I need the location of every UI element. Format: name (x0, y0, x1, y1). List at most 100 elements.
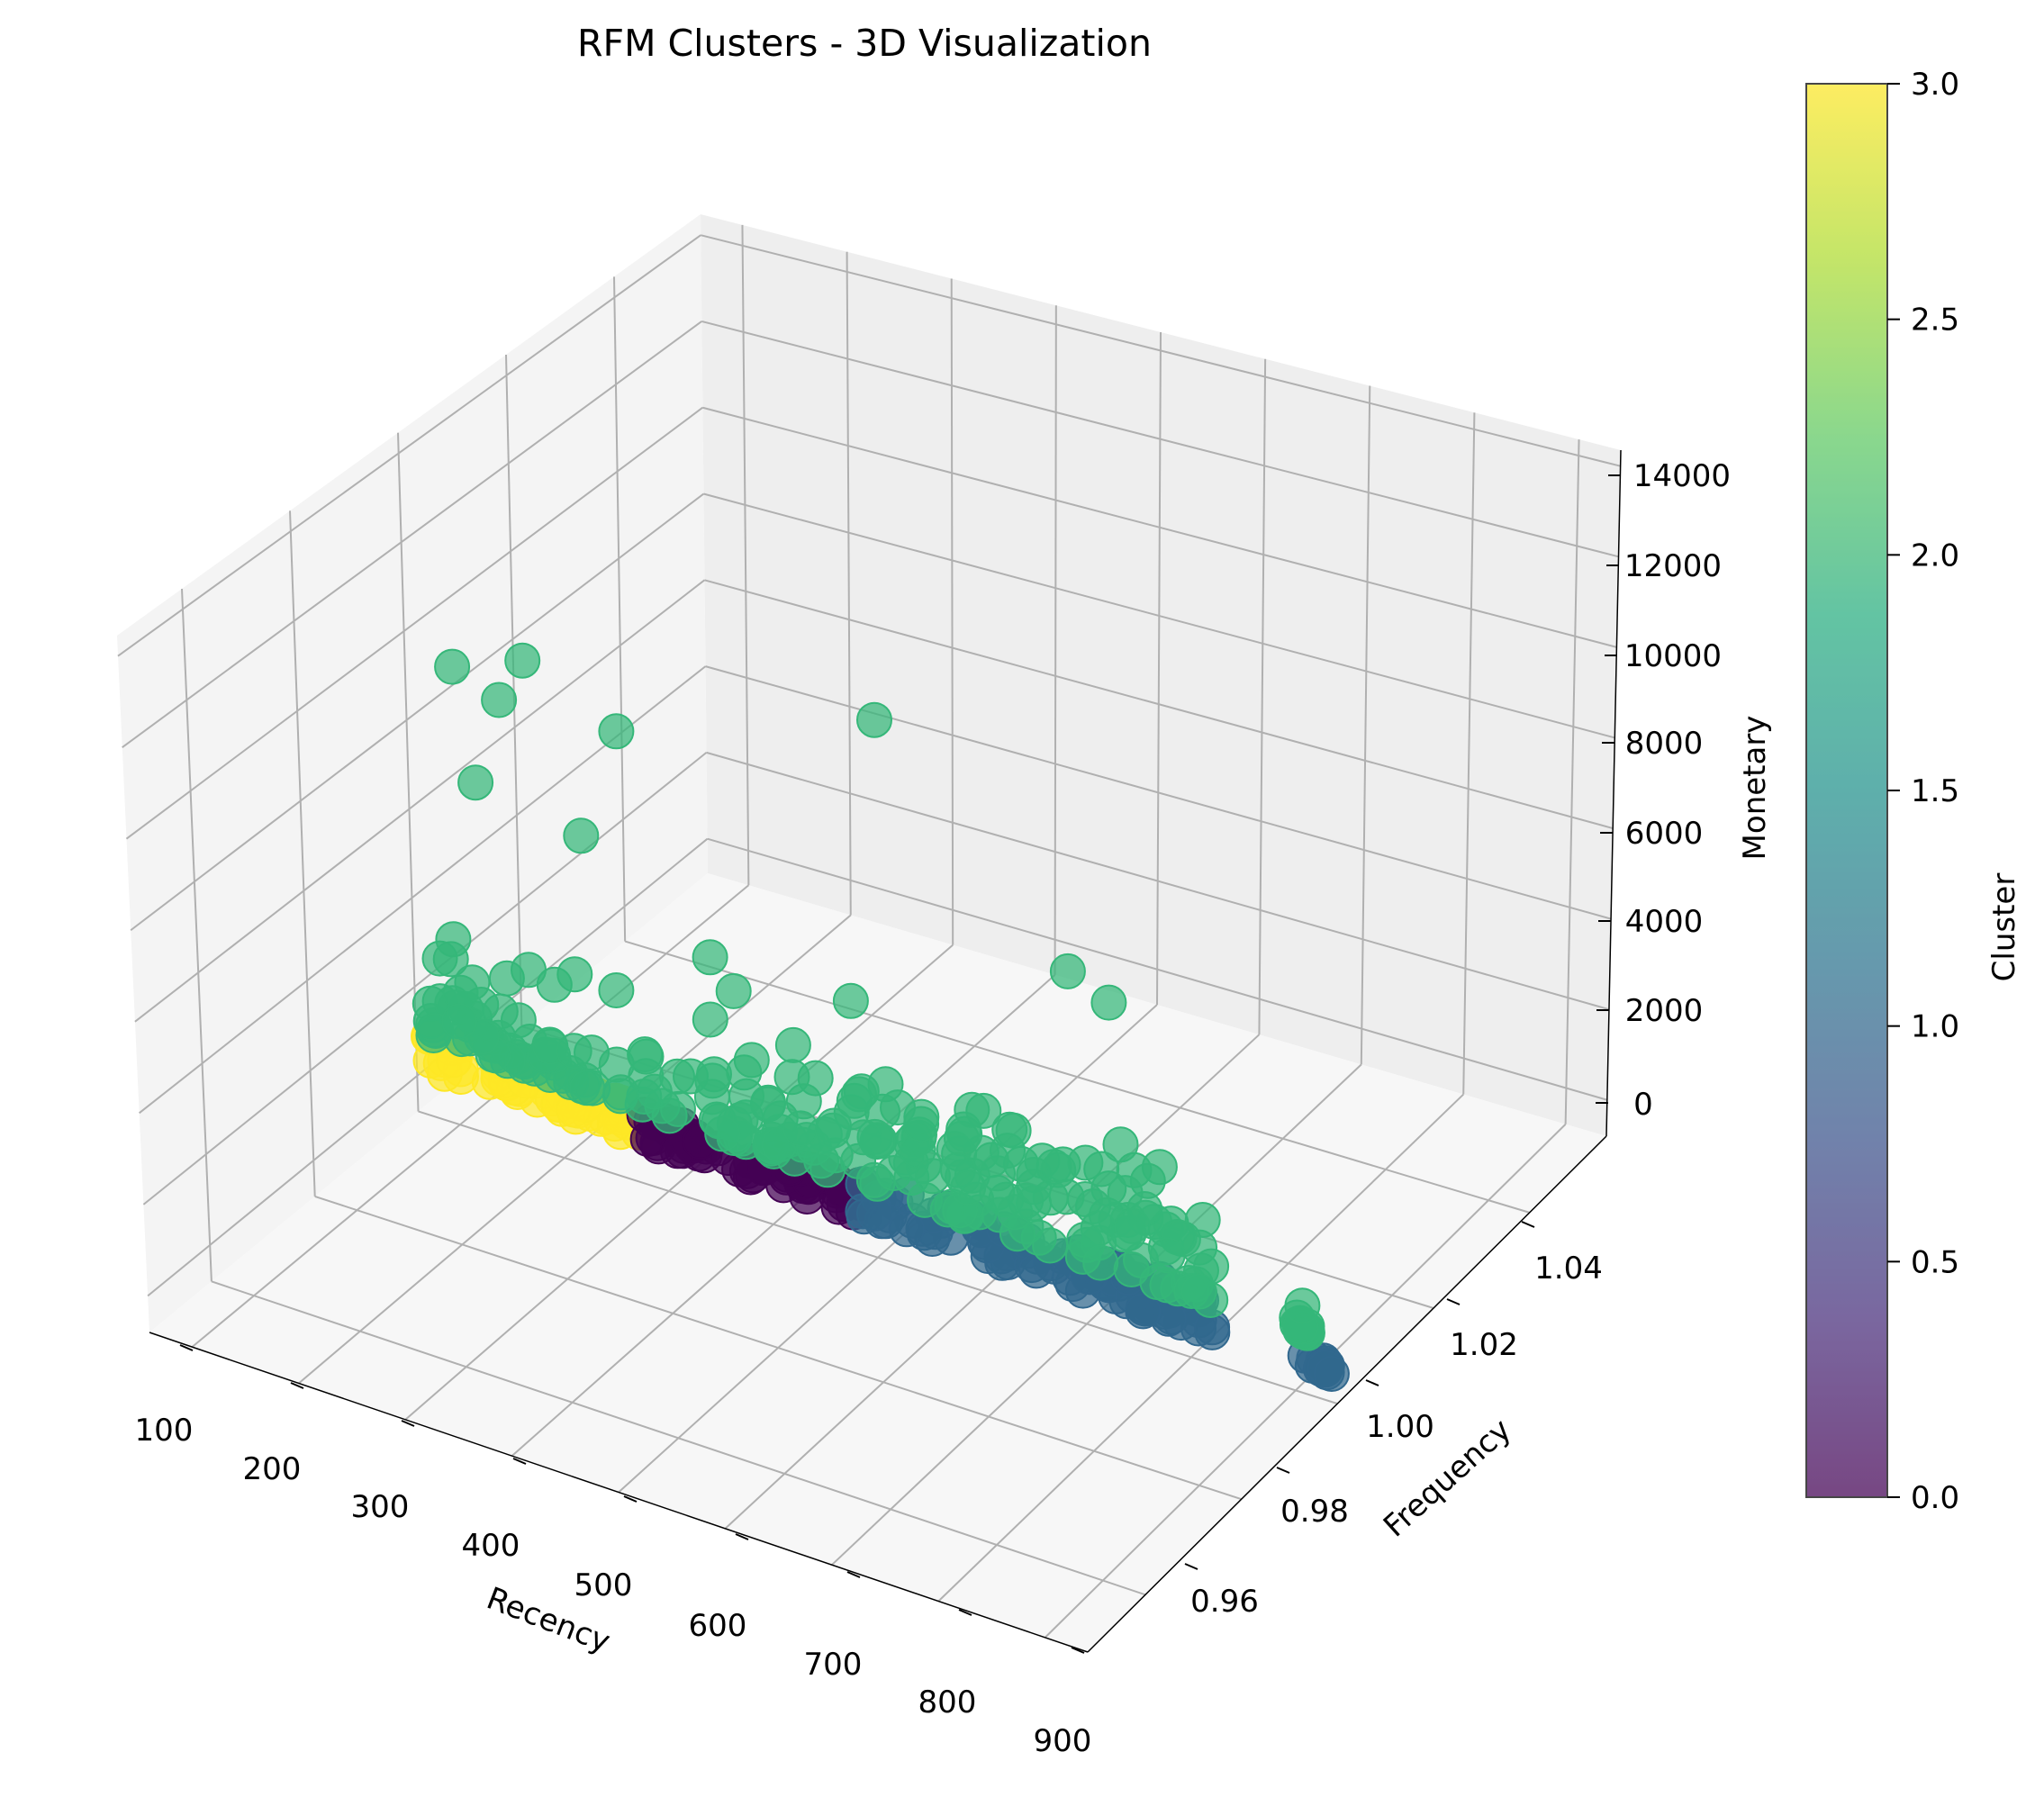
back-grid-line (1258, 358, 1267, 1035)
data-point-cluster-2 (1082, 1244, 1119, 1281)
left-grid-line (130, 492, 704, 932)
data-point-cluster-1 (1125, 1293, 1162, 1330)
data-point-cluster-2 (556, 1033, 592, 1070)
data-point-cluster-1 (855, 1195, 892, 1232)
z-tick: 10000 (1605, 638, 1722, 674)
data-point-outlier (785, 1083, 822, 1120)
svg-text:200: 200 (243, 1451, 302, 1487)
colorbar-tick: 3.0 (1887, 67, 1959, 103)
data-point-cluster-2 (704, 1115, 741, 1152)
z-tick: 8000 (1602, 726, 1703, 762)
data-point-cluster-2 (692, 1001, 728, 1038)
data-point-cluster-2 (435, 921, 472, 958)
back-grid-line (707, 837, 1608, 1101)
svg-text:100: 100 (135, 1413, 194, 1449)
floor-grid-line (298, 914, 852, 1385)
floor-grid-line (191, 884, 750, 1348)
svg-text:6000: 6000 (1625, 816, 1704, 852)
data-point-cluster-2 (628, 1038, 665, 1075)
data-point-cluster-2 (569, 1070, 606, 1106)
data-point-outlier (434, 648, 471, 685)
data-point-outlier (504, 642, 541, 679)
data-point-outlier (950, 1169, 987, 1206)
data-point-outlier (598, 713, 635, 750)
svg-text:1.04: 1.04 (1534, 1251, 1603, 1287)
colorbar-tick: 1.5 (1887, 773, 1959, 809)
colorbar-tick: 0.0 (1887, 1480, 1959, 1516)
data-point-outlier (457, 764, 494, 801)
floor-grid-line (831, 1063, 1362, 1566)
svg-text:400: 400 (462, 1528, 520, 1564)
back-grid-line (703, 492, 1615, 739)
floor-grid-line (418, 1110, 1338, 1405)
back-grid-line (706, 751, 1610, 1011)
data-point-cluster-2 (441, 1003, 478, 1040)
data-point-cluster-2 (954, 1091, 990, 1128)
svg-text:700: 700 (804, 1647, 863, 1683)
x-tick: 900 (1034, 1647, 1091, 1759)
chart-title: RFM Clusters - 3D Visualization (577, 22, 1152, 65)
back-grid-line (846, 251, 852, 916)
back-grid-line (1156, 331, 1162, 1006)
data-point-cluster-2 (846, 1119, 882, 1156)
data-point-outlier (563, 817, 600, 854)
svg-text:2.5: 2.5 (1911, 303, 1959, 339)
left-pane (117, 214, 708, 1332)
data-point-outlier (1114, 1207, 1151, 1244)
y-tick: 1.00 (1365, 1379, 1434, 1445)
back-grid-line (950, 278, 954, 945)
x-tick: 400 (462, 1458, 527, 1564)
data-point-outlier (832, 982, 869, 1019)
data-point-cluster-2 (556, 956, 593, 993)
svg-text:0.98: 0.98 (1280, 1494, 1349, 1530)
svg-text:0.96: 0.96 (1190, 1584, 1259, 1620)
z-axis-label: Monetary (1737, 716, 1773, 861)
colorbar: 0.0 0.5 1.0 1.5 2.0 2.5 3.0 Cluster (1805, 67, 2022, 1516)
x-tick: 700 (804, 1571, 863, 1683)
floor-grid-line (211, 1280, 1146, 1596)
left-grid-line (289, 510, 316, 1196)
floor-grid-line (511, 974, 1056, 1457)
left-grid-line (122, 321, 702, 748)
data-point-cluster-2 (1032, 1227, 1069, 1264)
svg-text:1.0: 1.0 (1911, 1009, 1959, 1045)
floor-grid-line (618, 1004, 1158, 1494)
colorbar-label: Cluster (1986, 873, 2022, 982)
data-point-cluster-2 (636, 1073, 673, 1110)
y-tick: 0.98 (1276, 1467, 1349, 1530)
data-point-cluster-2 (598, 972, 635, 1008)
data-point-outlier (903, 1106, 940, 1142)
svg-text:500: 500 (574, 1567, 633, 1603)
data-point-cluster-2 (1107, 1175, 1144, 1212)
y-axis-line (1087, 1135, 1607, 1653)
svg-text:12000: 12000 (1624, 548, 1722, 584)
colorbar-tick: 1.0 (1887, 1009, 1959, 1045)
svg-text:2.0: 2.0 (1911, 537, 1959, 573)
data-point-outlier (715, 972, 752, 1009)
svg-text:0.5: 0.5 (1911, 1244, 1959, 1280)
svg-text:0: 0 (1633, 1087, 1653, 1123)
data-point-cluster-2 (601, 1078, 638, 1115)
y-ticks: 0.96 0.98 1.00 1.02 1.04 (1184, 1221, 1603, 1620)
data-point-cluster-2 (841, 1076, 877, 1113)
y-tick: 1.04 (1521, 1221, 1603, 1287)
scatter-points (411, 642, 1350, 1392)
z-tick: 12000 (1606, 548, 1722, 584)
svg-text:0.0: 0.0 (1911, 1480, 1959, 1516)
data-point-cluster-2 (511, 952, 547, 989)
svg-text:3.0: 3.0 (1911, 67, 1959, 103)
x-tick: 600 (689, 1533, 749, 1644)
z-tick: 4000 (1598, 904, 1703, 940)
svg-text:1.5: 1.5 (1911, 773, 1959, 809)
grid-lines (117, 224, 1621, 1639)
back-grid-line (701, 320, 1619, 558)
back-grid-line (1054, 305, 1057, 975)
x-ticks: 100 200 300 400 500 600 700 800 900 (135, 1344, 1091, 1759)
floor-grid-line (724, 1034, 1261, 1530)
colorbar-tick: 2.5 (1887, 303, 1959, 339)
svg-text:2000: 2000 (1625, 993, 1704, 1029)
floor-grid-line (314, 1195, 1242, 1501)
data-point-outlier (1049, 953, 1086, 989)
x-tick: 800 (918, 1609, 976, 1720)
